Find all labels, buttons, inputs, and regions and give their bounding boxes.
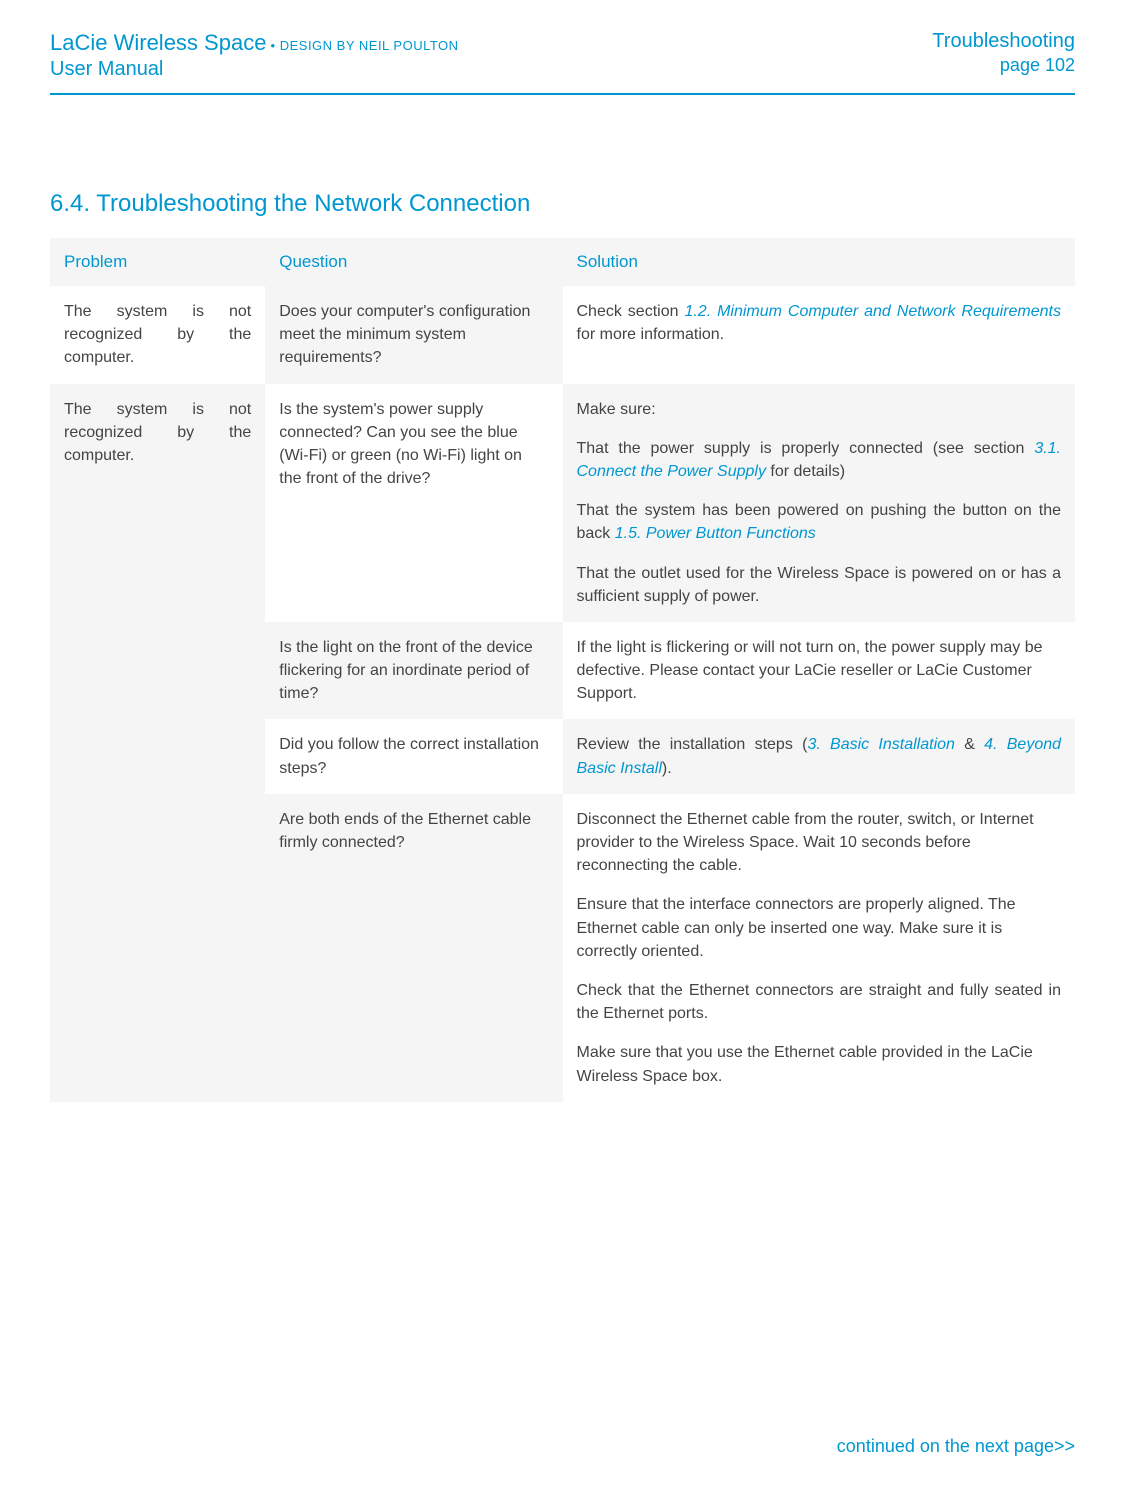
solution-text: That the outlet used for the Wireless Sp… bbox=[577, 562, 1062, 608]
question-cell: Are both ends of the Ethernet cable firm… bbox=[265, 794, 562, 1102]
text-fragment: Review the installation steps ( bbox=[577, 736, 808, 753]
link-power-button[interactable]: 1.5. Power Button Functions bbox=[615, 525, 816, 542]
section-name: Troubleshooting bbox=[932, 30, 1075, 53]
solution-text: Check that the Ethernet connectors are s… bbox=[577, 979, 1062, 1025]
header-left: LaCie Wireless Space • DESIGN BY NEIL PO… bbox=[50, 30, 459, 81]
solution-text: That the power supply is properly connec… bbox=[577, 437, 1062, 483]
solution-text: Review the installation steps (3. Basic … bbox=[577, 733, 1062, 779]
user-manual-label: User Manual bbox=[50, 58, 459, 81]
link-min-requirements[interactable]: 1.2. Minimum Computer and Network Requir… bbox=[684, 303, 1061, 320]
solution-text: Disconnect the Ethernet cable from the r… bbox=[577, 808, 1062, 878]
continued-label: continued on the next page>> bbox=[837, 1436, 1075, 1457]
solution-text: Ensure that the interface connectors are… bbox=[577, 893, 1062, 963]
text-fragment: Check section bbox=[577, 303, 685, 320]
solution-cell: Review the installation steps (3. Basic … bbox=[563, 719, 1076, 793]
solution-cell: Check section 1.2. Minimum Computer and … bbox=[563, 286, 1076, 384]
text-fragment: ). bbox=[662, 760, 672, 777]
solution-text: If the light is flickering or will not t… bbox=[577, 636, 1062, 706]
header-question: Question bbox=[265, 238, 562, 286]
solution-cell: If the light is flickering or will not t… bbox=[563, 622, 1076, 720]
question-cell: Is the light on the front of the device … bbox=[265, 622, 562, 720]
product-title: LaCie Wireless Space bbox=[50, 30, 266, 55]
problem-cell: The system is not recognized by the comp… bbox=[50, 384, 265, 1102]
solution-cell: Make sure: That the power supply is prop… bbox=[563, 384, 1076, 622]
section-heading: 6.4. Troubleshooting the Network Connect… bbox=[50, 190, 1075, 218]
text-fragment: & bbox=[955, 736, 984, 753]
troubleshoot-table: Problem Question Solution The system is … bbox=[50, 238, 1075, 1102]
solution-text: Check section 1.2. Minimum Computer and … bbox=[577, 300, 1062, 346]
table-row: The system is not recognized by the comp… bbox=[50, 384, 1075, 622]
text-fragment: for details) bbox=[766, 463, 845, 480]
text-fragment: That the power supply is properly connec… bbox=[577, 440, 1035, 457]
text-fragment: for more information. bbox=[577, 326, 725, 343]
page-header: LaCie Wireless Space • DESIGN BY NEIL PO… bbox=[50, 30, 1075, 95]
question-cell: Did you follow the correct installation … bbox=[265, 719, 562, 793]
problem-cell: The system is not recognized by the comp… bbox=[50, 286, 265, 384]
product-title-line: LaCie Wireless Space • DESIGN BY NEIL PO… bbox=[50, 30, 459, 56]
header-right: Troubleshooting page 102 bbox=[932, 30, 1075, 76]
solution-text: That the system has been powered on push… bbox=[577, 499, 1062, 545]
design-by: • DESIGN BY NEIL POULTON bbox=[266, 38, 458, 53]
solution-text: Make sure: bbox=[577, 398, 1062, 421]
question-cell: Is the system's power supply connected? … bbox=[265, 384, 562, 622]
question-cell: Does your computer's configuration meet … bbox=[265, 286, 562, 384]
table-header-row: Problem Question Solution bbox=[50, 238, 1075, 286]
solution-text: Make sure that you use the Ethernet cabl… bbox=[577, 1041, 1062, 1087]
header-problem: Problem bbox=[50, 238, 265, 286]
link-basic-install[interactable]: 3. Basic Installation bbox=[807, 736, 955, 753]
header-solution: Solution bbox=[563, 238, 1076, 286]
solution-cell: Disconnect the Ethernet cable from the r… bbox=[563, 794, 1076, 1102]
table-row: The system is not recognized by the comp… bbox=[50, 286, 1075, 384]
page-number: page 102 bbox=[932, 55, 1075, 76]
